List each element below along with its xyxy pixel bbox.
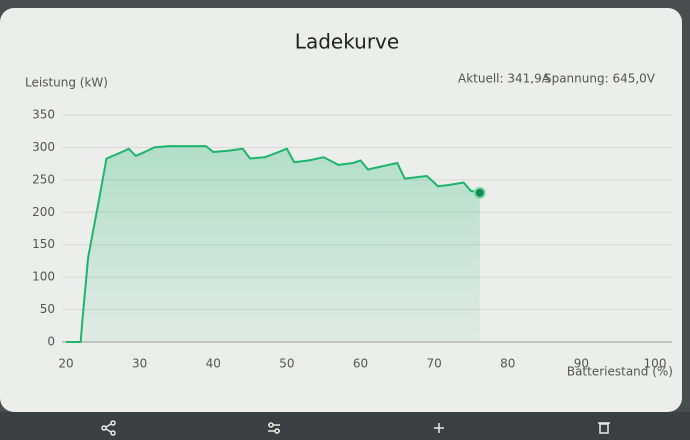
x-axis-label: Batteriestand (%) <box>567 365 673 379</box>
bottom-bar <box>0 412 690 440</box>
settings-icon[interactable] <box>268 422 280 434</box>
x-tick-label: 70 <box>426 357 441 371</box>
share-icon[interactable] <box>101 420 116 436</box>
y-axis-label: Leistung (kW) <box>25 76 108 90</box>
y-tick-label: 100 <box>32 270 55 284</box>
current-info: Aktuell: 341,9A <box>458 72 551 86</box>
x-tick-label: 20 <box>58 357 73 371</box>
x-tick-label: 40 <box>206 357 221 371</box>
add-icon[interactable] <box>434 423 444 433</box>
voltage-info: Spannung: 645,0V <box>544 72 656 86</box>
line <box>66 145 481 343</box>
y-tick-label: 300 <box>32 140 55 154</box>
y-tick-label: 250 <box>32 172 55 186</box>
y-tick-label: 50 <box>40 302 55 316</box>
y-tick-label: 350 <box>32 108 55 122</box>
x-tick-label: 80 <box>500 357 515 371</box>
area <box>66 146 480 342</box>
y-tick-label: 150 <box>32 237 55 251</box>
y-tick-label: 200 <box>32 205 55 219</box>
x-tick-label: 30 <box>132 357 147 371</box>
delete-icon[interactable] <box>598 422 610 434</box>
chart-title: Ladekurve <box>295 30 399 54</box>
x-tick-label: 60 <box>353 357 368 371</box>
y-tick-label: 0 <box>47 335 55 349</box>
x-tick-label: 100 <box>644 357 667 371</box>
end-point <box>473 186 486 199</box>
x-tick-label: 90 <box>574 357 589 371</box>
x-tick-label: 50 <box>279 357 294 371</box>
